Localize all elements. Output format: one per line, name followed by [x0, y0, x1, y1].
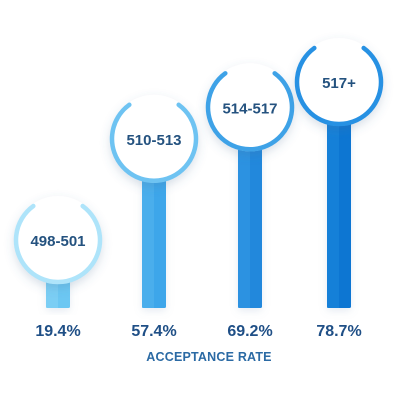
bar-group-2: 510-513: [109, 94, 199, 308]
bar-highlight-2: [142, 172, 154, 308]
score-ring-2: [109, 102, 199, 183]
value-label-4: 78.7%: [316, 323, 361, 340]
value-label-1: 19.4%: [35, 323, 80, 340]
score-ring-1: [13, 203, 103, 285]
category-label-1: 498-501: [30, 233, 85, 250]
category-label-4: 517+: [322, 75, 356, 92]
bar-highlight-4: [327, 116, 339, 308]
x-axis-label: ACCEPTANCE RATE: [146, 350, 271, 364]
score-ring-4: [294, 45, 384, 127]
score-bubble-1: [14, 196, 102, 284]
bars-layer: 498-501 510-513 514-517 517+: [13, 38, 384, 308]
score-bubble-3: [206, 63, 294, 152]
category-label-2: 510-513: [126, 132, 181, 149]
value-label-3: 69.2%: [227, 323, 272, 340]
value-labels-layer: 19.4% 57.4% 69.2% 78.7%: [35, 323, 361, 340]
bar-4: [327, 116, 351, 308]
bar-group-4: 517+: [294, 38, 384, 308]
score-bubble-2: [110, 94, 198, 183]
value-label-2: 57.4%: [131, 323, 176, 340]
bar-3: [238, 141, 262, 308]
category-label-3: 514-517: [222, 100, 277, 117]
bar-group-1: 498-501: [13, 196, 103, 308]
score-ring-3: [205, 71, 295, 152]
score-bubble-4: [295, 38, 383, 126]
bar-group-3: 514-517: [205, 63, 295, 308]
bar-2: [142, 172, 166, 308]
bar-highlight-3: [238, 141, 250, 308]
